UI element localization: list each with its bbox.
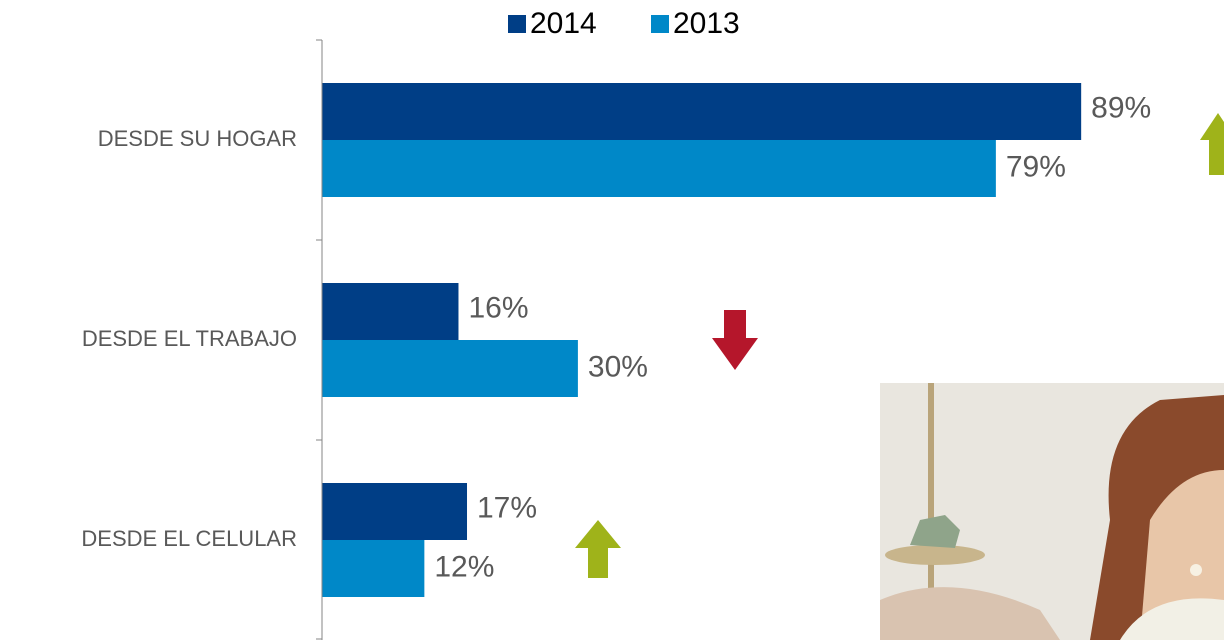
- value-label: 89%: [1091, 91, 1151, 124]
- value-label: 12%: [434, 550, 494, 583]
- value-label: 16%: [468, 291, 528, 324]
- legend-label: 2014: [530, 7, 597, 40]
- bar: [322, 283, 458, 340]
- category-axis: [316, 40, 322, 640]
- legend-label: 2013: [673, 7, 740, 40]
- bar: [322, 540, 424, 597]
- category-label: DESDE EL TRABAJO: [82, 326, 297, 351]
- bar: [322, 83, 1081, 140]
- value-label: 30%: [588, 350, 648, 383]
- category-label: DESDE EL CELULAR: [81, 526, 297, 551]
- bar: [322, 140, 996, 197]
- value-label: 79%: [1006, 150, 1066, 183]
- chart: 2014 2013 DESDE SU HOGAR 89% 79% DESDE EL TRA…: [0, 0, 1224, 640]
- photo: [880, 383, 1224, 640]
- bar: [322, 483, 467, 540]
- bar: [322, 340, 578, 397]
- legend-swatch: [651, 15, 669, 33]
- value-label: 17%: [477, 491, 537, 524]
- legend-swatch: [508, 15, 526, 33]
- category-label: DESDE SU HOGAR: [98, 126, 297, 151]
